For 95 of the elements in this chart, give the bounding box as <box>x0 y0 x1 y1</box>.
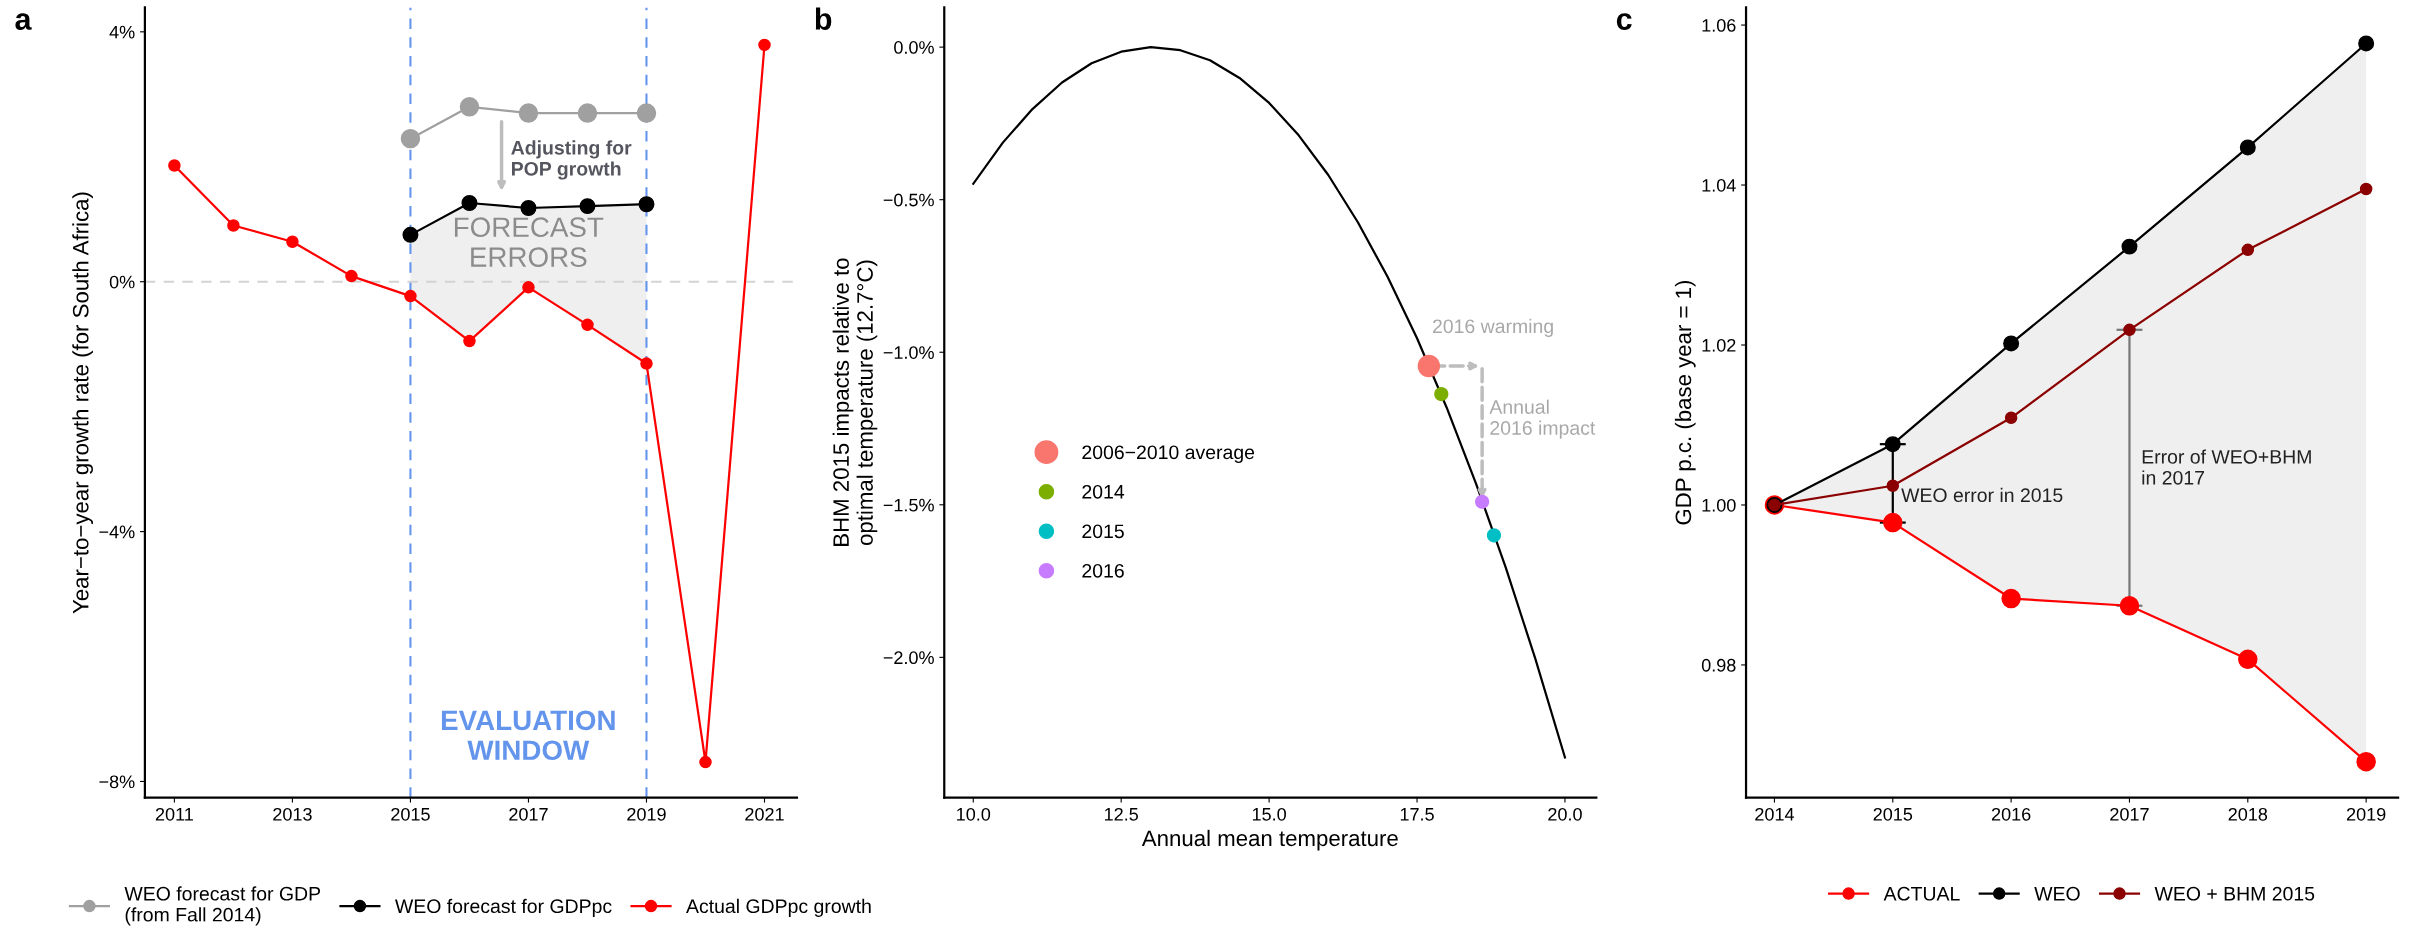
x-tick-label: 2014 <box>1755 807 1794 821</box>
y-tick-label: 0.0% <box>894 41 934 54</box>
legend-label: 2015 <box>1082 524 1124 539</box>
point <box>1883 512 1903 533</box>
x-tick-label: 2016 <box>1991 807 2031 821</box>
y-tick-label: −0.5% <box>883 193 934 207</box>
x-tick-label: 2018 <box>2228 807 2268 821</box>
x-tick-label: 12.5 <box>1104 807 1138 821</box>
x-tick-label: 2015 <box>1873 807 1913 821</box>
point <box>2119 596 2140 616</box>
chart-title: a <box>15 13 32 30</box>
point <box>758 38 771 52</box>
y-tick-label: −1.5% <box>883 498 934 512</box>
y-tick-label: 4% <box>109 25 135 39</box>
point <box>1417 354 1441 378</box>
legend-label: WEO <box>2034 886 2080 901</box>
point <box>2358 35 2375 52</box>
y-tick-label: 1.02 <box>1702 338 1736 352</box>
point <box>345 269 358 283</box>
point <box>1884 436 1901 453</box>
point <box>400 128 421 149</box>
y-tick-label: −8% <box>99 775 135 789</box>
point <box>2241 243 2255 257</box>
y-tick-label: 1.04 <box>1702 178 1736 192</box>
point <box>2356 751 2376 772</box>
point <box>459 97 480 117</box>
point <box>518 103 539 123</box>
legend-label: 2014 <box>1082 484 1125 499</box>
legend-label: Actual GDPpc growth <box>686 898 871 917</box>
point <box>404 289 417 303</box>
x-tick-label: 2017 <box>509 807 548 821</box>
point <box>2123 323 2136 337</box>
x-tick-label: 17.5 <box>1400 808 1434 821</box>
point <box>636 103 657 123</box>
annotation: Annual 2016 impact <box>1489 399 1596 439</box>
point <box>577 103 598 123</box>
point <box>522 281 535 294</box>
annotation: Error of WEO+BHM in 2017 <box>2142 449 2311 485</box>
point <box>579 198 596 215</box>
annotation: Adjusting for POP growth <box>511 140 632 180</box>
legend-label: WEO + BHM 2015 <box>2154 886 2315 901</box>
x-tick-label: 15.0 <box>1252 807 1286 821</box>
point <box>1434 386 1449 402</box>
point <box>2003 335 2020 352</box>
x-tick-label: 2019 <box>2346 807 2386 821</box>
point <box>2239 139 2256 156</box>
y-tick-label: −4% <box>99 525 135 539</box>
legend-label: WEO forecast for GDP (from Fall 2014) <box>124 886 321 926</box>
point <box>640 357 653 370</box>
x-tick-label: 2019 <box>627 807 666 821</box>
point <box>520 200 537 216</box>
point <box>2001 588 2021 609</box>
legend-label: WEO forecast for GDPpc <box>395 898 612 917</box>
y-tick-label: −1.0% <box>883 346 934 359</box>
point <box>2004 411 2018 425</box>
x-tick-label: 2015 <box>391 807 430 821</box>
y-tick-label: −2.0% <box>883 651 934 665</box>
x-tick-label: 10.0 <box>957 807 991 821</box>
x-tick-label: 2021 <box>745 807 784 821</box>
x-tick-label: 2013 <box>273 807 312 821</box>
point <box>581 318 594 332</box>
y-tick-label: 0.98 <box>1701 658 1736 672</box>
point <box>699 755 712 769</box>
legend-label: 2016 <box>1082 563 1124 578</box>
x-tick-label: 2011 <box>155 807 193 821</box>
y-axis-title: BHM 2015 impacts relative to optimal temperature (12.7°C) <box>832 258 878 546</box>
point <box>638 196 655 213</box>
chart-title: c <box>1616 13 1632 30</box>
x-tick-label: 2017 <box>2110 807 2149 821</box>
y-axis-title: GDP p.c. (base year = 1) <box>1674 280 1696 525</box>
annotation: FORECAST ERRORS <box>454 217 604 267</box>
x-axis-title: Annual mean temperature <box>1141 829 1398 851</box>
legend-label: ACTUAL <box>1883 886 1960 901</box>
point <box>402 226 419 243</box>
point <box>2359 182 2373 196</box>
chart-title: b <box>815 7 832 30</box>
x-tick-label: 20.0 <box>1548 807 1582 821</box>
point <box>463 334 476 348</box>
point <box>168 159 181 172</box>
point <box>1886 479 1900 493</box>
y-tick-label: 0% <box>109 275 135 289</box>
annotation: EVALUATION WINDOW <box>441 710 615 761</box>
point <box>461 195 478 211</box>
point <box>2121 238 2138 255</box>
point <box>1475 494 1490 509</box>
point <box>227 219 240 232</box>
y-axis-title: Year−to−year growth rate (for South Africa) <box>72 192 93 614</box>
annotation: 2016 warming <box>1432 318 1553 337</box>
point <box>1486 528 1502 543</box>
legend-label: 2006−2010 average <box>1082 445 1255 464</box>
point <box>286 235 299 248</box>
annotation: WEO error in 2015 <box>1901 487 2063 503</box>
y-tick-label: 1.00 <box>1702 498 1736 512</box>
point <box>2238 649 2258 670</box>
y-tick-label: 1.06 <box>1702 19 1736 32</box>
